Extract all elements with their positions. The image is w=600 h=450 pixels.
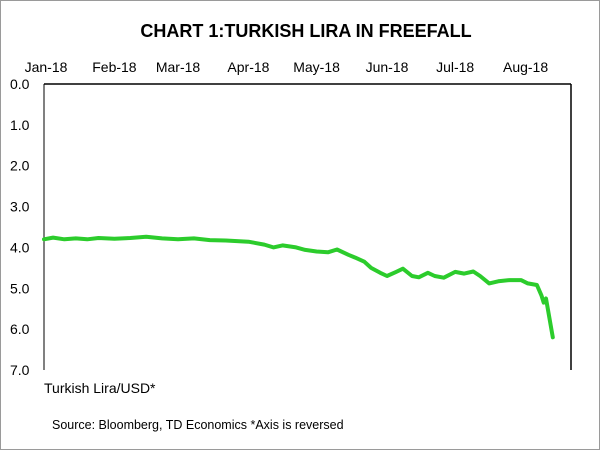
y-tick-labels: 0.0 1.0 2.0 3.0 4.0 5.0 6.0 7.0 xyxy=(10,76,30,378)
x-tick-label: Feb-18 xyxy=(92,59,137,75)
x-tick-label: Aug-18 xyxy=(503,59,548,75)
x-tick-label: May-18 xyxy=(293,59,340,75)
y-tick-label: 6.0 xyxy=(10,321,30,337)
x-tick-labels: Jan-18 Feb-18 Mar-18 Apr-18 May-18 Jun-18 Jul-… xyxy=(25,59,549,75)
y-tick-label: 2.0 xyxy=(10,158,30,174)
x-tick-label: Mar-18 xyxy=(156,59,201,75)
series-line xyxy=(42,234,555,340)
x-tick-label: Apr-18 xyxy=(227,59,269,75)
y-axis-label: Turkish Lira/USD* xyxy=(44,380,156,396)
y-tick-label: 3.0 xyxy=(10,199,30,215)
x-tick-label: Jan-18 xyxy=(25,59,68,75)
source-note: Source: Bloomberg, TD Economics *Axis is… xyxy=(52,418,344,432)
y-tick-label: 5.0 xyxy=(10,280,30,296)
x-tick-label: Jun-18 xyxy=(366,59,409,75)
x-tick-label: Jul-18 xyxy=(436,59,474,75)
y-tick-label: 1.0 xyxy=(10,117,30,133)
y-tick-label: 4.0 xyxy=(10,239,30,255)
chart-title: CHART 1:TURKISH LIRA IN FREEFALL xyxy=(140,21,471,41)
y-tick-label: 0.0 xyxy=(10,76,30,92)
y-tick-label: 7.0 xyxy=(10,362,30,378)
